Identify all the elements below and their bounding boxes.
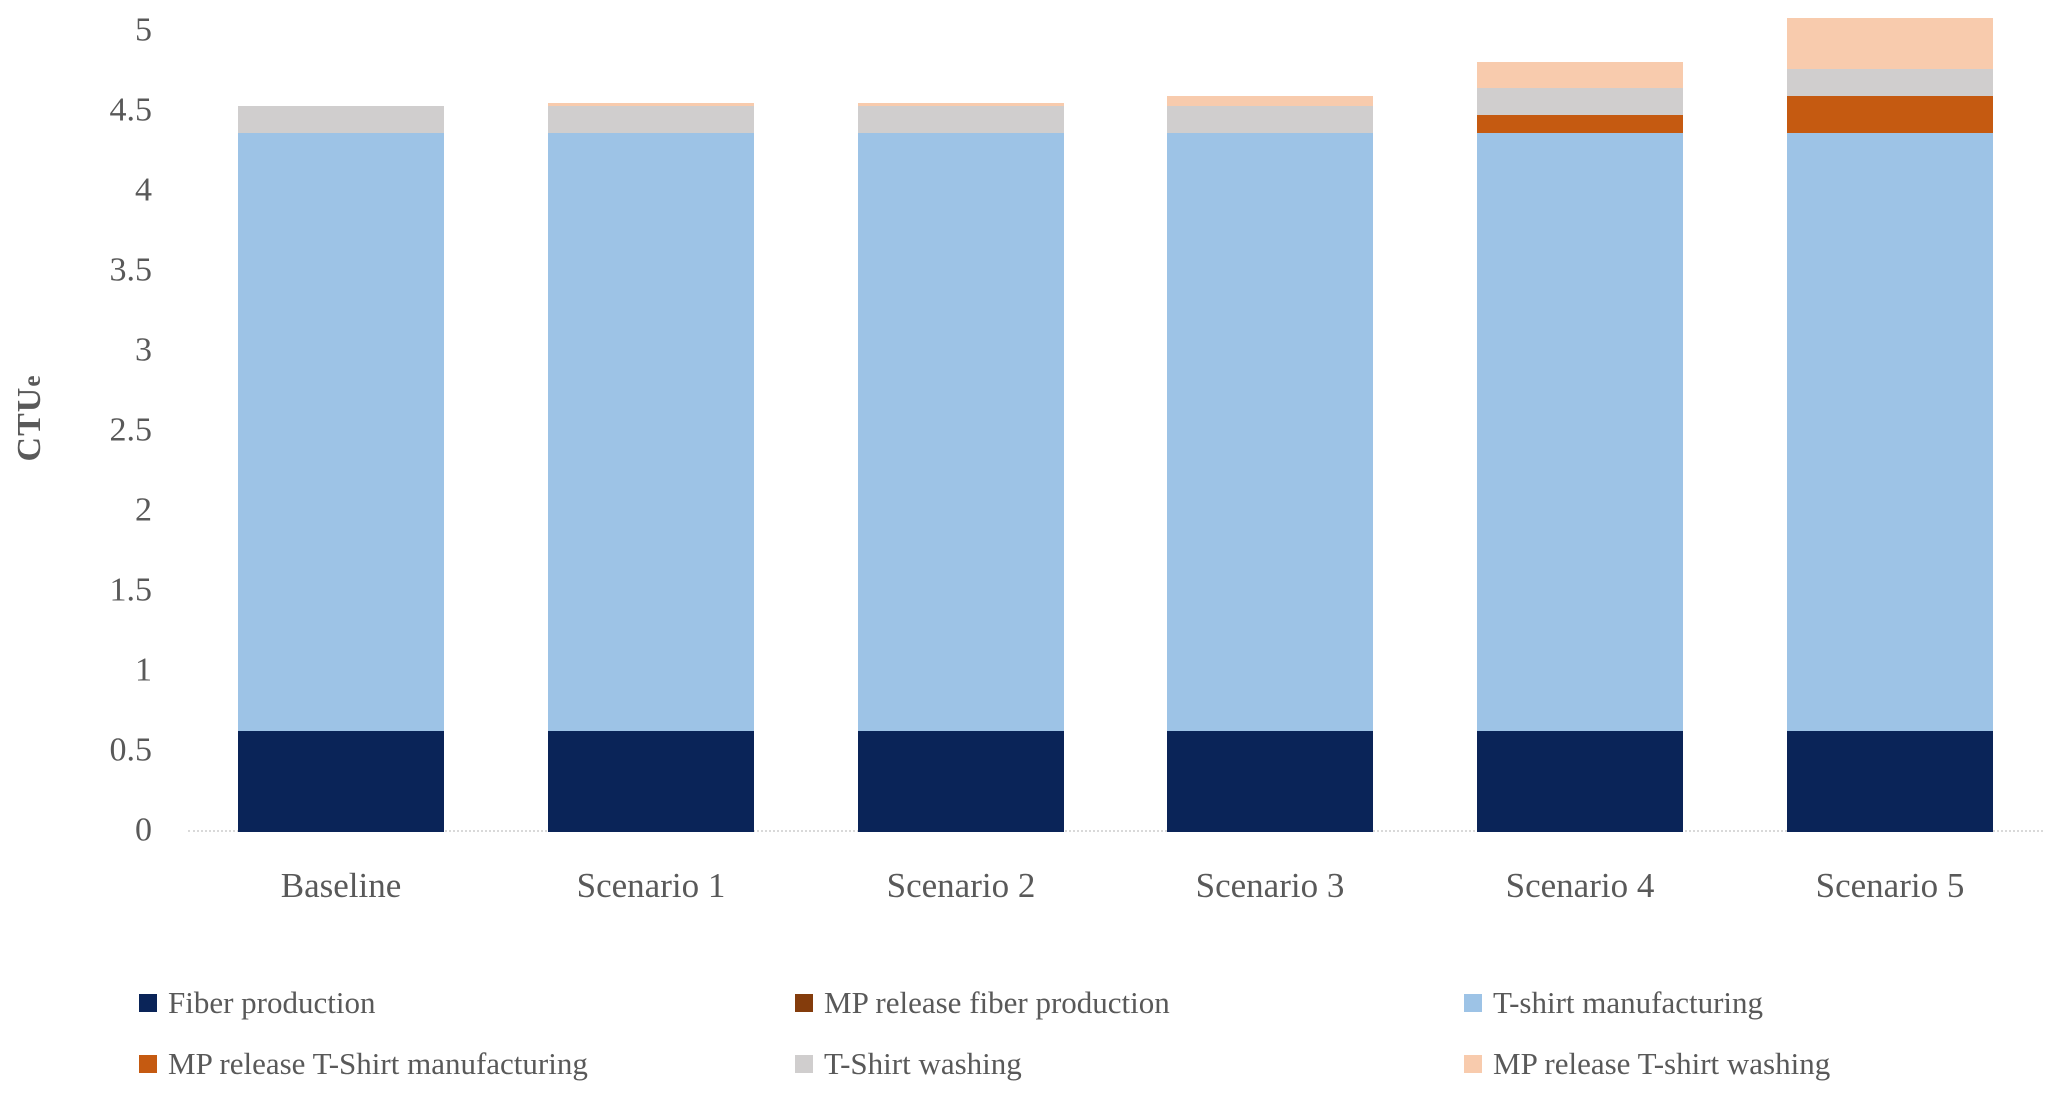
bar-segment-t-shirt-washing	[238, 106, 444, 133]
y-tick-label: 0.5	[109, 731, 153, 769]
bar-scenario-5	[1787, 18, 1993, 832]
y-axis-title-sub: e	[19, 374, 46, 387]
x-axis-label: Scenario 5	[1815, 866, 1965, 905]
bar-segment-t-shirt-washing	[1787, 69, 1993, 96]
bar-segment-mp-release-t-shirt-washing	[1477, 62, 1683, 88]
bar-baseline	[238, 106, 444, 832]
legend-swatch	[795, 994, 813, 1012]
bar-segment-t-shirt-washing	[858, 106, 1064, 133]
legend-swatch	[1464, 994, 1482, 1012]
bar-segment-mp-release-t-shirt-washing	[1787, 18, 1993, 69]
plot-area: 0 0.5 1 1.5 2 2.5 3 3.5 4 4.5 5	[109, 11, 2043, 848]
y-tick-label: 2.5	[109, 411, 153, 449]
bar-segment-fiber-production	[1477, 731, 1683, 832]
y-tick-label: 3	[135, 331, 152, 369]
legend-label: MP release T-shirt washing	[1493, 1046, 1831, 1081]
x-axis-label: Scenario 2	[886, 866, 1036, 905]
legend-label: Fiber production	[168, 985, 376, 1020]
bar-segment-fiber-production	[548, 731, 754, 832]
bar-segment-fiber-production	[238, 731, 444, 832]
bar-segment-t-shirt-washing	[1477, 88, 1683, 115]
x-axis-label: Scenario 3	[1195, 866, 1345, 905]
bar-segment-mp-release-t-shirt-washing	[548, 103, 754, 106]
y-tick-label: 4	[135, 171, 152, 209]
bar-segment-mp-release-t-shirt-washing	[858, 103, 1064, 106]
x-axis-label: Baseline	[280, 866, 402, 905]
bar-segment-t-shirt-manufacturing	[238, 133, 444, 731]
bar-segment-t-shirt-manufacturing	[1167, 133, 1373, 731]
legend-item-t-shirt-manufacturing: T-shirt manufacturing	[1464, 985, 1763, 1021]
bar-segment-fiber-production	[1167, 731, 1373, 832]
bar-segment-fiber-production	[858, 731, 1064, 832]
x-axis-label: Scenario 4	[1505, 866, 1655, 905]
bar-segment-fiber-production	[1787, 731, 1993, 832]
legend-swatch	[139, 1055, 157, 1073]
legend-item-fiber-production: Fiber production	[139, 985, 376, 1021]
legend-swatch	[795, 1055, 813, 1073]
legend-item-mp-release-t-shirt-manufacturing: MP release T-Shirt manufacturing	[139, 1046, 588, 1082]
x-axis-label: Scenario 1	[576, 866, 726, 905]
bar-segment-mp-release-t-shirt-manufacturing	[1477, 115, 1683, 133]
bar-segment-t-shirt-washing	[548, 106, 754, 133]
legend-swatch	[139, 994, 157, 1012]
y-tick-label: 4.5	[109, 91, 153, 129]
legend-label: MP release T-Shirt manufacturing	[168, 1046, 588, 1081]
bar-scenario-1	[548, 103, 754, 832]
bar-segment-t-shirt-manufacturing	[858, 133, 1064, 731]
legend-swatch	[1464, 1055, 1482, 1073]
y-tick-label: 5	[135, 11, 152, 49]
legend-label: T-Shirt washing	[824, 1046, 1022, 1081]
x-axis-line	[188, 830, 2043, 832]
bar-scenario-4	[1477, 62, 1683, 832]
y-axis-title-main: CTU	[11, 386, 48, 462]
legend-label: MP release fiber production	[824, 985, 1170, 1020]
y-tick-label: 0	[135, 811, 152, 849]
bar-segment-t-shirt-manufacturing	[548, 133, 754, 731]
bar-segment-t-shirt-manufacturing	[1477, 133, 1683, 731]
legend-item-mp-release-fiber-production: MP release fiber production	[795, 985, 1170, 1021]
legend-label: T-shirt manufacturing	[1493, 985, 1764, 1020]
legend-item-mp-release-t-shirt-washing: MP release T-shirt washing	[1464, 1046, 1830, 1082]
y-tick-label: 1	[135, 651, 152, 689]
bar-segment-mp-release-t-shirt-manufacturing	[1787, 96, 1993, 133]
bar-segment-mp-release-t-shirt-washing	[1167, 96, 1373, 106]
y-tick-label: 2	[135, 491, 152, 529]
bar-scenario-3	[1167, 96, 1373, 832]
bar-segment-t-shirt-washing	[1167, 106, 1373, 133]
y-tick-label: 3.5	[109, 251, 153, 289]
bar-scenario-2	[858, 103, 1064, 832]
bar-segment-t-shirt-manufacturing	[1787, 133, 1993, 731]
y-tick-label: 1.5	[109, 571, 153, 609]
y-axis-title: CTUe	[11, 375, 49, 462]
legend-item-t-shirt-washing: T-Shirt washing	[795, 1046, 1022, 1082]
